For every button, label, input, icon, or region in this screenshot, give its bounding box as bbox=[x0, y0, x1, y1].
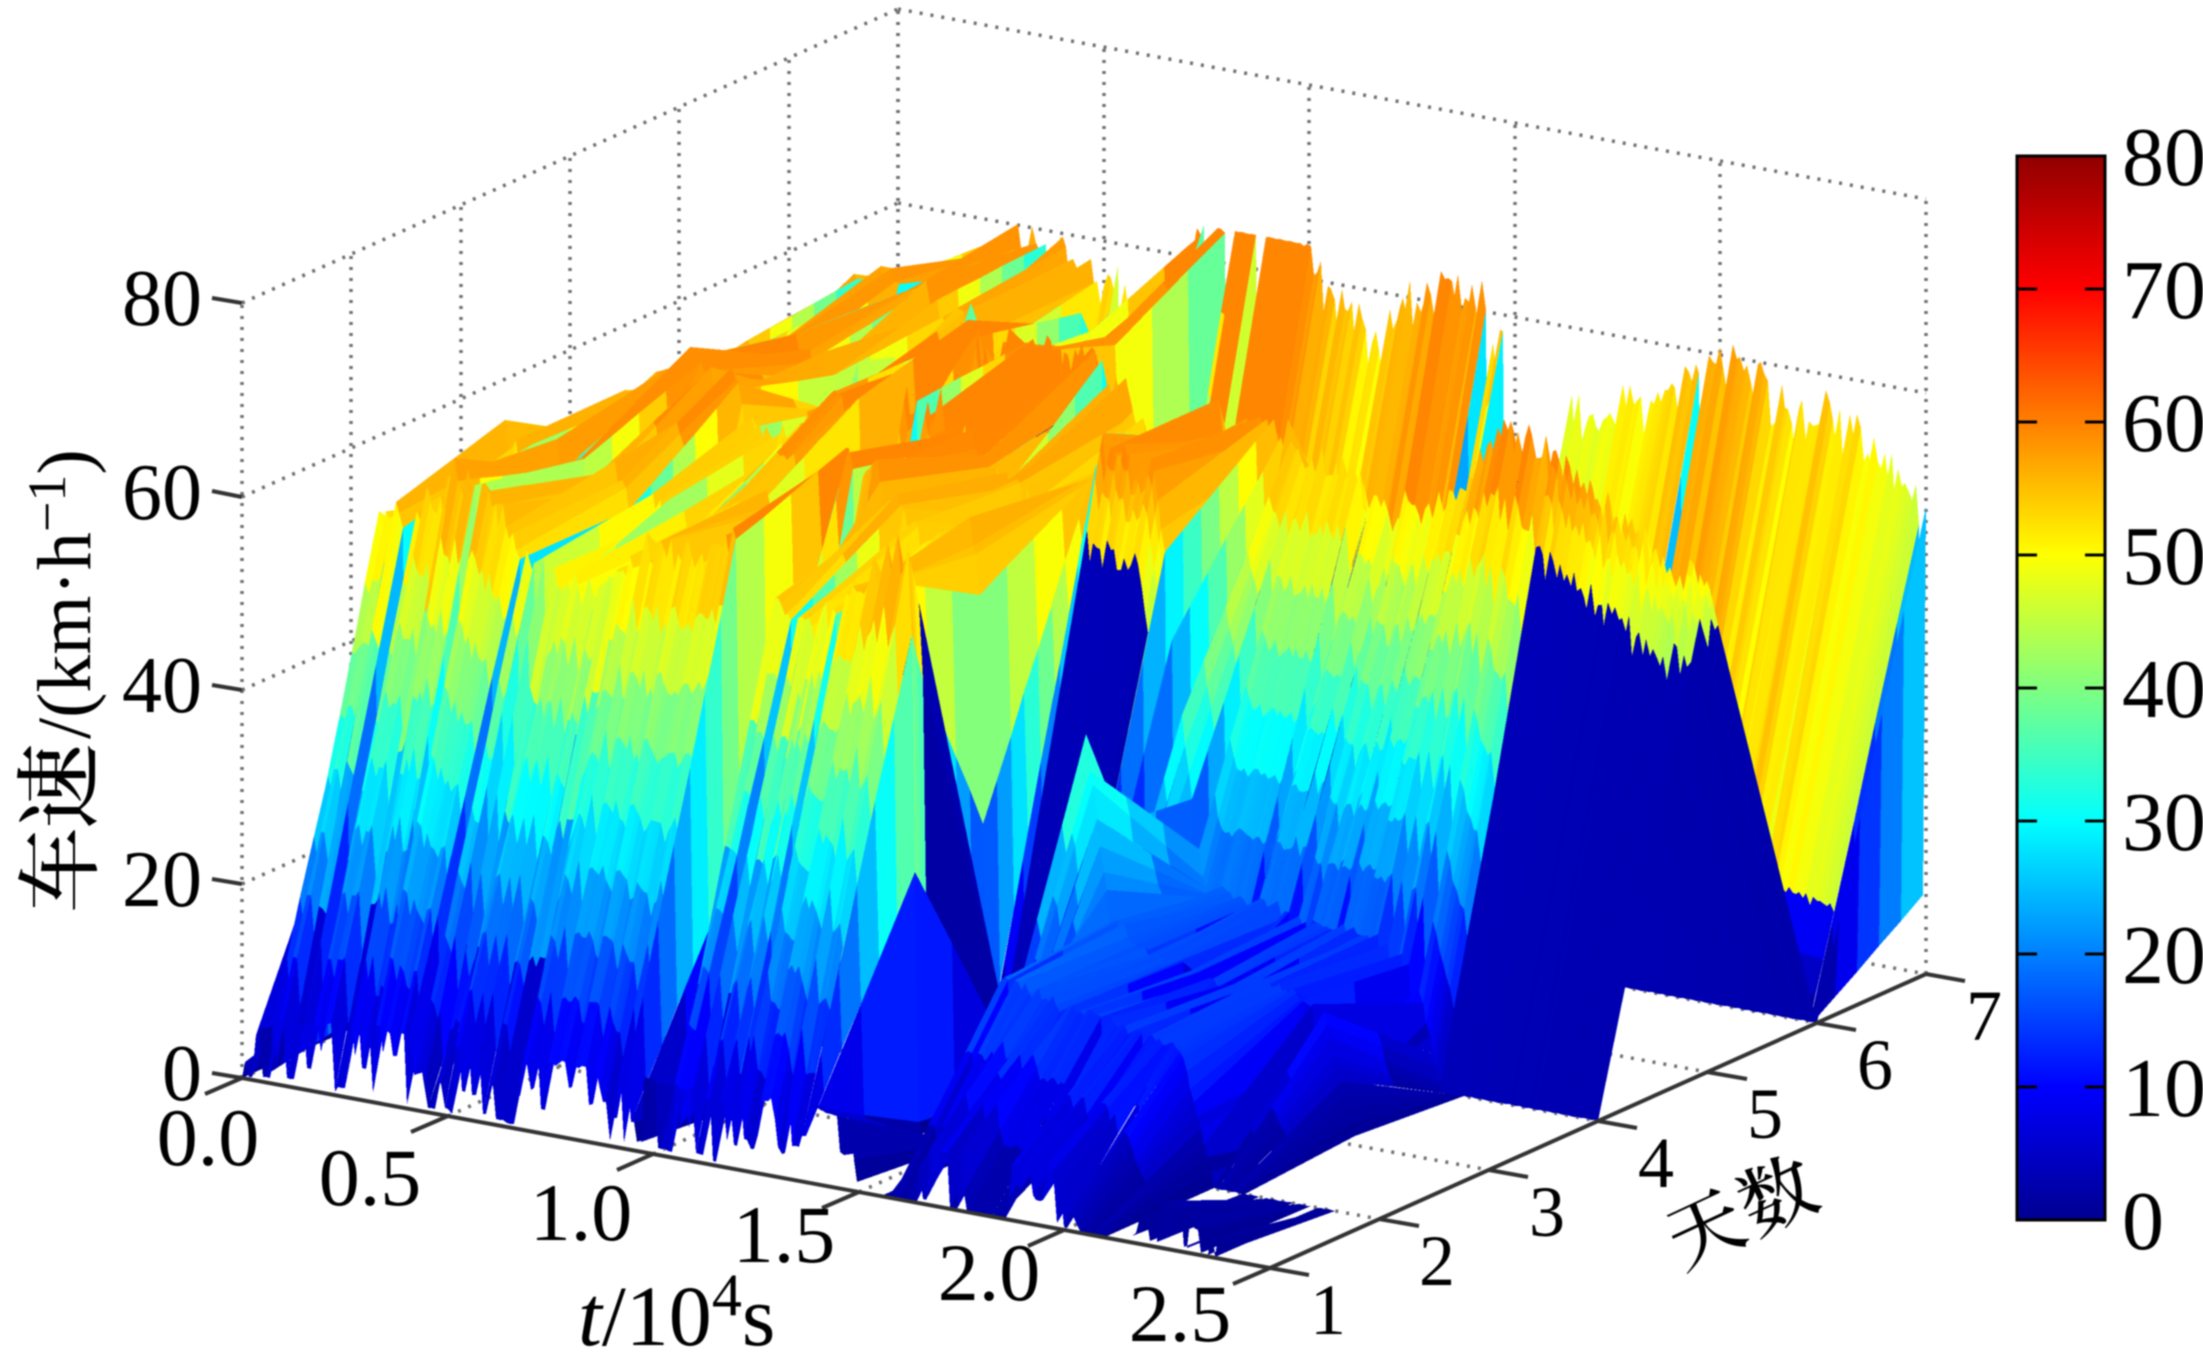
svg-text:7: 7 bbox=[1966, 976, 2002, 1056]
svg-text:4: 4 bbox=[1638, 1123, 1674, 1203]
svg-text:20: 20 bbox=[122, 836, 202, 924]
svg-text:1.5: 1.5 bbox=[733, 1189, 836, 1280]
svg-text:0.0: 0.0 bbox=[157, 1092, 260, 1183]
svg-text:3: 3 bbox=[1529, 1172, 1565, 1252]
svg-text:1: 1 bbox=[1310, 1270, 1346, 1350]
svg-text:1.0: 1.0 bbox=[530, 1167, 633, 1258]
svg-text:0: 0 bbox=[162, 1030, 202, 1118]
svg-text:40: 40 bbox=[122, 642, 202, 730]
svg-text:40: 40 bbox=[2122, 643, 2203, 736]
svg-text:6: 6 bbox=[1857, 1025, 1893, 1105]
svg-text:2.0: 2.0 bbox=[938, 1227, 1041, 1318]
svg-text:2: 2 bbox=[1419, 1221, 1455, 1301]
svg-text:0: 0 bbox=[2122, 1175, 2164, 1268]
svg-text:10: 10 bbox=[2122, 1042, 2203, 1135]
svg-text:80: 80 bbox=[2122, 111, 2203, 204]
svg-text:70: 70 bbox=[2122, 244, 2203, 337]
svg-text:20: 20 bbox=[2122, 909, 2203, 1002]
svg-text:50: 50 bbox=[2122, 510, 2203, 603]
svg-text:t/104s: t/104s bbox=[578, 1262, 775, 1364]
svg-text:80: 80 bbox=[122, 255, 202, 343]
svg-text:60: 60 bbox=[122, 449, 202, 537]
svg-text:5: 5 bbox=[1747, 1074, 1783, 1154]
svg-text:0.5: 0.5 bbox=[319, 1132, 422, 1223]
svg-text:60: 60 bbox=[2122, 377, 2203, 470]
svg-text:2.5: 2.5 bbox=[1129, 1268, 1232, 1359]
svg-text:30: 30 bbox=[2122, 776, 2203, 869]
